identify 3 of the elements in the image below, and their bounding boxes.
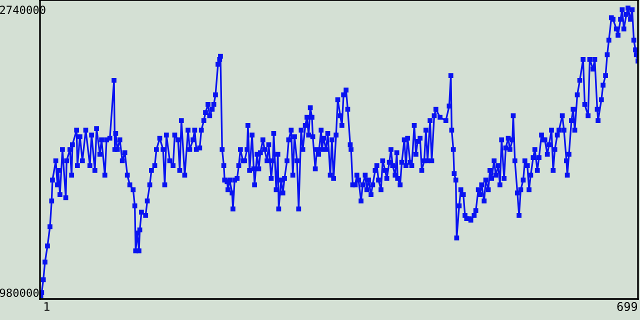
x-tick-label: 1 [44, 302, 50, 311]
y-tick-label: 980000 [0, 288, 39, 297]
x-tick-label: 699 [617, 302, 638, 311]
